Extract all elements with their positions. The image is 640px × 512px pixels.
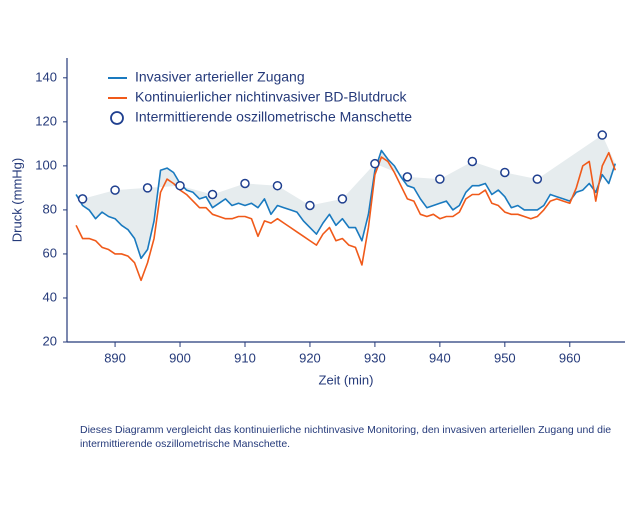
series-line — [75, 149, 617, 260]
y-tick-label: 40 — [43, 289, 57, 304]
cuff-point — [435, 174, 445, 184]
caption: Dieses Diagramm vergleicht das kontinuie… — [80, 424, 612, 450]
x-axis-label: Zeit (min) — [319, 372, 374, 387]
cuff-point — [597, 130, 608, 140]
y-tick-label: 80 — [43, 201, 57, 216]
cuff-point — [175, 180, 185, 191]
y-tick-label: 100 — [35, 157, 57, 172]
series-line — [75, 151, 617, 282]
y-axis-label: Druck (mmHg) — [9, 158, 24, 243]
cuff-point — [272, 180, 283, 191]
cuff-point — [402, 172, 413, 182]
y-tick-label: 140 — [35, 69, 57, 84]
y-tick-label: 20 — [43, 333, 57, 348]
legend-label: Kontinuierlicher nichtinvasiver BD-Blutd… — [135, 89, 408, 105]
x-tick-label: 900 — [169, 350, 191, 365]
x-tick-label: 910 — [234, 350, 256, 365]
cuff-point — [532, 174, 543, 184]
x-tick-label: 930 — [364, 350, 386, 365]
legend-marker — [110, 111, 124, 125]
legend-label: Intermittierende oszillometrische Mansch… — [135, 109, 412, 125]
y-tick-label: 60 — [43, 245, 57, 260]
cuff-point — [207, 189, 218, 200]
cuff-point — [77, 194, 88, 204]
x-tick-label: 960 — [559, 350, 581, 365]
cuff-point — [240, 178, 250, 189]
cuff-point — [305, 200, 315, 211]
x-tick-label: 920 — [299, 350, 321, 365]
cuff-point — [142, 183, 153, 193]
cuff-point — [110, 185, 120, 195]
cuff-point — [500, 167, 510, 178]
cuff-point — [370, 158, 380, 169]
cuff-point — [337, 194, 348, 204]
y-tick-label: 120 — [35, 113, 57, 128]
cuff-point — [467, 156, 478, 167]
x-tick-label: 940 — [429, 350, 451, 365]
chart: Druck (mmHg) Zeit (min) 20 40 60 80 100 120 14… — [9, 58, 625, 387]
x-tick-label: 890 — [104, 350, 126, 365]
x-tick-label: 950 — [494, 350, 516, 365]
legend-label: Invasiver arterieller Zugang — [135, 69, 305, 85]
